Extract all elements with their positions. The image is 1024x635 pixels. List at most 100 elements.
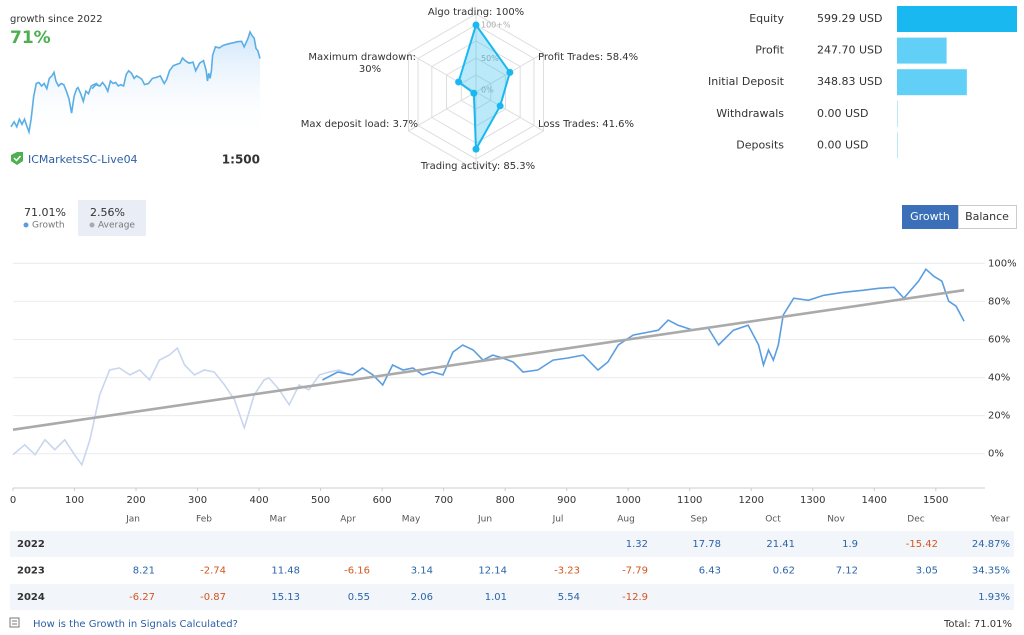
- table-cell: 1.01: [485, 592, 507, 603]
- table-cell: 2.06: [411, 592, 433, 603]
- table-cell: 3.05: [916, 566, 938, 577]
- table-header: May: [402, 515, 421, 525]
- sparkline: [91, 30, 261, 94]
- x-tick-label: 1000: [615, 495, 640, 506]
- toggle-label[interactable]: Balance: [965, 210, 1009, 223]
- table-cell: -0.87: [200, 592, 226, 603]
- table-cell: -6.27: [129, 592, 155, 603]
- stat-dot: [23, 222, 29, 228]
- table-header: Jul: [552, 515, 564, 525]
- help-icon: [9, 617, 20, 628]
- x-tick-label: 0: [10, 495, 16, 506]
- x-tick-label: 1500: [923, 495, 948, 506]
- x-tick-label: 700: [434, 495, 453, 506]
- verified-icon: [11, 152, 23, 165]
- table-cell: 7.12: [836, 566, 858, 577]
- radar-ring-label: 50%: [481, 54, 499, 63]
- table-cell: -2.74: [200, 566, 226, 577]
- table-cell: 21.41: [766, 539, 795, 550]
- table-cell: 1.32: [626, 539, 648, 550]
- stat-value: 2.56%: [90, 206, 125, 219]
- x-tick-label: 100: [65, 495, 84, 506]
- summary-growth: 71%: [10, 28, 51, 48]
- radar-area: [457, 22, 511, 153]
- bar-value-label: 0.00 USD: [817, 138, 869, 151]
- x-tick-label: 900: [557, 495, 576, 506]
- x-tick-label: 400: [250, 495, 269, 506]
- leverage: 1:500: [222, 153, 260, 167]
- x-tick-label: 1400: [862, 495, 887, 506]
- table-header: Aug: [617, 515, 635, 525]
- table-cell: -3.23: [554, 566, 580, 577]
- x-tick-label: 500: [311, 495, 330, 506]
- table-header: Apr: [340, 515, 356, 525]
- summary-title: growth since 2022: [10, 14, 103, 25]
- x-tick-label: 300: [188, 495, 207, 506]
- account-name[interactable]: ICMarketsSC-Live04: [28, 153, 138, 166]
- table-cell: 5.54: [558, 592, 580, 603]
- x-tick-label: 1100: [677, 495, 702, 506]
- y-tick-label: 40%: [988, 373, 1010, 384]
- radar-ring-label: 100+%: [481, 21, 511, 30]
- bar: [897, 69, 967, 96]
- stat-value: 71.01%: [24, 206, 66, 219]
- radar-label: Max deposit load: 3.7%: [301, 119, 418, 130]
- toggle-inactive[interactable]: [958, 205, 1017, 229]
- bar: [897, 6, 1017, 32]
- table-row-bg: [10, 584, 1014, 610]
- table-cell: 24.87%: [972, 539, 1010, 550]
- x-tick-label: 1300: [800, 495, 825, 506]
- radar-point: [506, 68, 514, 76]
- radar-point: [455, 78, 463, 86]
- table-header: Jun: [477, 515, 492, 525]
- radar-point: [496, 102, 504, 110]
- bar-value-label: 599.29 USD: [817, 12, 883, 25]
- bar: [897, 132, 898, 159]
- y-tick-label: 100%: [988, 258, 1017, 269]
- table-header: Jan: [125, 515, 140, 525]
- table-year: 2023: [17, 566, 45, 577]
- check: [13, 155, 22, 162]
- bar-category: Deposits: [736, 138, 784, 151]
- table-cell: -12.9: [622, 592, 648, 603]
- table-cell: 0.62: [773, 566, 795, 577]
- table-cell: -7.79: [622, 566, 648, 577]
- table-cell: 3.14: [411, 566, 433, 577]
- bar: [897, 37, 947, 64]
- table-year: 2024: [17, 592, 45, 603]
- growth-line: [322, 267, 965, 387]
- stat-box: [78, 200, 146, 236]
- radar-point: [472, 145, 480, 153]
- toggle-active[interactable]: [902, 205, 958, 229]
- table-cell: 1.9: [842, 539, 858, 550]
- radar-label: Loss Trades: 41.6%: [538, 119, 634, 130]
- bar-category: Withdrawals: [716, 107, 784, 120]
- table-header: Oct: [765, 515, 781, 525]
- table-header: Mar: [270, 515, 287, 525]
- sparkline-area: [11, 32, 260, 138]
- table-cell: 11.48: [271, 566, 300, 577]
- growth-line: [12, 346, 350, 467]
- sparkline: [10, 70, 100, 136]
- radar-label: Algo trading: 100%: [428, 7, 524, 18]
- table-cell: 0.55: [348, 592, 370, 603]
- radar-ring-label: 0%: [481, 86, 494, 95]
- x-tick-label: 800: [496, 495, 515, 506]
- table-cell: 12.14: [478, 566, 507, 577]
- table-cell: 6.43: [699, 566, 721, 577]
- radar-point: [472, 21, 480, 29]
- bar-category: Initial Deposit: [708, 75, 785, 88]
- table-cell: -6.16: [344, 566, 370, 577]
- table-row-bg: [10, 531, 1014, 557]
- table-header: Dec: [907, 515, 924, 525]
- bar-value-label: 348.83 USD: [817, 75, 883, 88]
- total: Total: 71.01%: [943, 619, 1012, 630]
- help-link[interactable]: How is the Growth in Signals Calculated?: [33, 619, 238, 630]
- toggle-label[interactable]: Growth: [910, 210, 950, 223]
- stat-label: Growth: [32, 221, 65, 231]
- table-header: Year: [989, 515, 1009, 525]
- y-tick-label: 60%: [988, 334, 1010, 345]
- radar-spoke: [409, 91, 477, 131]
- table-cell: 17.78: [692, 539, 721, 550]
